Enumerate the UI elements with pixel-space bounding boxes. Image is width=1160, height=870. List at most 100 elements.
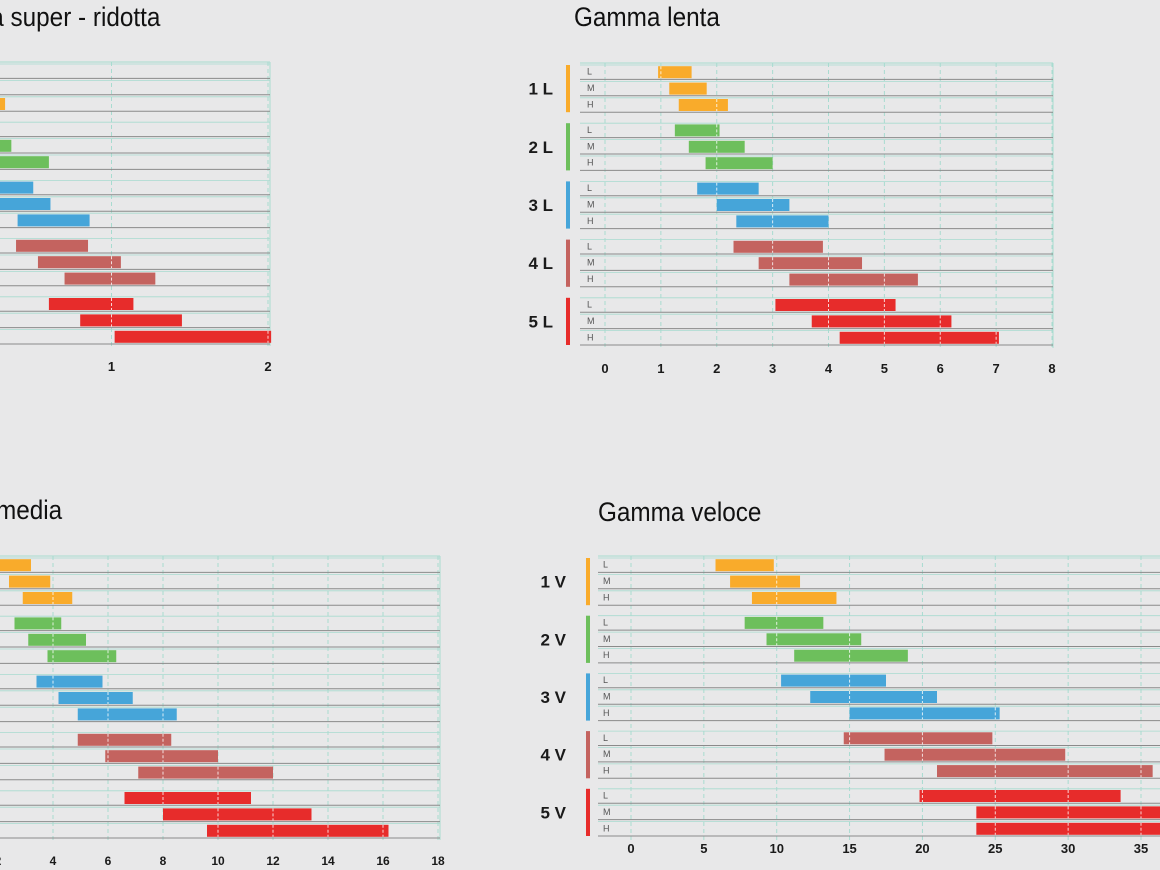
range-bar [22,592,73,604]
x-tick-label: 6 [105,854,112,868]
x-tick-label: 1 [657,361,664,376]
x-tick-label: 10 [769,841,783,856]
range-bar [697,182,759,195]
row-label-M: M [587,316,595,326]
chart-title-super-ridotta: ma super - ridotta [0,2,161,32]
range-bar [766,633,862,646]
row-label-H: H [587,158,594,168]
x-tick-label: 8 [160,854,167,868]
row-label-M: M [587,83,595,93]
range-bar [775,299,896,311]
gear-label: 5 V [540,803,566,822]
range-bar [80,314,182,327]
x-tick-label: 0 [627,841,634,856]
x-tick-label: 4 [825,361,833,376]
x-tick-label: 30 [1061,841,1075,856]
x-tick-label: 3 [769,361,776,376]
row-label-M: M [603,576,611,586]
gear-label: 4 V [540,746,566,765]
range-bar [751,592,837,604]
chart-title-veloce: Gamma veloce [598,497,762,527]
grid-lenta [580,62,1054,348]
range-bar [658,66,692,79]
gear-strip [566,65,570,113]
row-label-M: M [603,749,611,759]
range-bar [14,617,62,630]
range-bar [758,257,863,270]
range-bar [48,298,134,310]
gear-label: 2 L [528,138,553,157]
range-bar [730,575,801,588]
range-bar [884,748,1066,761]
row-label-M: M [603,692,611,702]
range-bar [9,575,51,588]
range-bar [781,674,886,687]
x-tick-label: 25 [988,841,1002,856]
gear-label: 3 L [528,196,553,215]
range-bar [789,273,918,286]
x-tick-label: 35 [1134,841,1148,856]
range-bar [77,708,177,721]
gear-strip [566,239,570,287]
range-bar [28,633,86,646]
range-bar [138,766,273,779]
range-bar [849,707,1000,720]
row-label-M: M [587,141,595,151]
row-label-M: M [603,634,611,644]
x-tick-label: 6 [937,361,944,376]
range-bar [736,215,829,228]
range-bar [811,315,952,328]
x-tick-label: 5 [700,841,707,856]
range-bar [64,272,156,285]
row-label-L: L [603,733,608,743]
range-bar [674,124,720,137]
x-tick-label: 2 [264,359,271,374]
chart-title-media: media [0,495,63,525]
x-tick-label: 16 [376,854,390,868]
x-tick-label: 2 [713,361,720,376]
row-label-H: H [603,823,610,833]
row-label-L: L [603,617,608,627]
row-label-H: H [603,708,610,718]
gear-strip [586,558,590,606]
row-label-M: M [603,807,611,817]
range-bar [937,765,1153,778]
range-bar [0,98,6,110]
range-bar [843,732,993,745]
row-label-L: L [587,241,592,251]
row-label-L: L [603,560,608,570]
row-label-H: H [603,766,610,776]
x-tick-label: 5 [881,361,888,376]
row-label-L: L [603,791,608,801]
x-tick-label: 1 [108,359,115,374]
gear-strip [586,673,590,721]
range-bar [744,616,824,629]
x-tick-label: 0 [601,361,608,376]
range-bar [919,790,1121,802]
range-bar [163,808,312,821]
gear-label: 5 L [528,312,553,331]
x-tick-label: 18 [431,854,445,868]
range-bar [0,198,51,210]
row-label-H: H [587,274,594,284]
row-label-H: H [603,650,610,660]
range-bar [810,691,937,703]
range-bar [77,733,172,746]
range-bar [37,256,121,269]
row-label-H: H [587,100,594,110]
row-label-L: L [587,183,592,193]
range-bar [0,156,49,169]
row-label-L: L [603,675,608,685]
gear-strip [566,123,570,171]
x-tick-label: 4 [50,854,57,868]
range-bar [794,649,908,662]
gear-strip [586,731,590,779]
gear-strip [586,615,590,663]
gear-label: 2 V [540,630,566,649]
gear-label: 1 L [528,80,553,99]
range-bar [124,792,251,804]
x-tick-label: 2 [0,854,2,868]
